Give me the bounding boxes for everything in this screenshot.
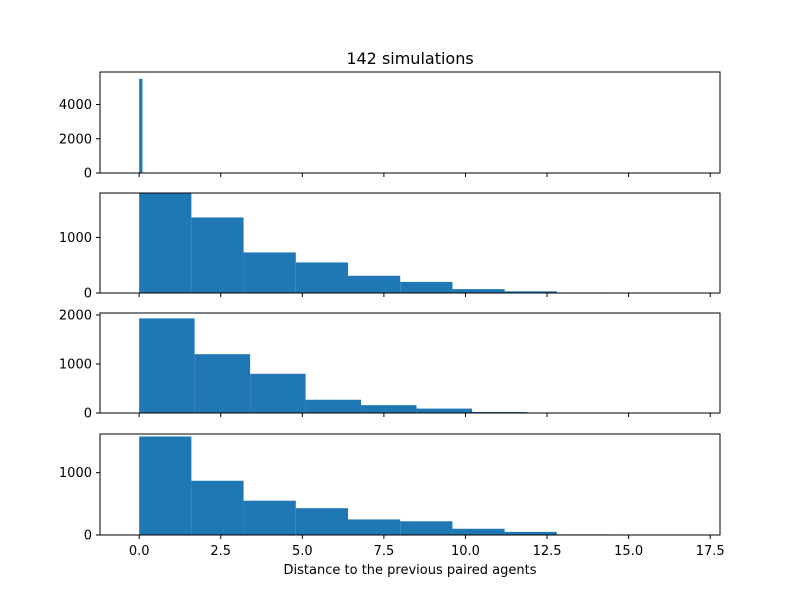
axes-frame	[99, 312, 721, 414]
histogram-bar	[139, 78, 143, 173]
y-tick-label: 1000	[59, 357, 92, 372]
y-tick-label: 2000	[59, 308, 92, 323]
histogram-bar	[191, 480, 244, 535]
histogram-bar	[243, 500, 296, 535]
y-tick-label: 4000	[59, 98, 92, 113]
histogram-bar	[295, 262, 348, 293]
x-tick-label: 5.0	[292, 544, 313, 559]
y-tick-label: 0	[84, 167, 92, 182]
x-tick-label: 12.5	[533, 544, 562, 559]
histogram-bar	[361, 405, 417, 413]
histogram-bar	[305, 399, 362, 413]
subplot-panels: 0 2000 4000 0 1000 0 1000 2000 0 1000 0.0 2.5 5.0 7.5…	[59, 71, 725, 559]
subplot-2: 0 1000	[59, 192, 721, 302]
histogram-bar	[504, 291, 557, 293]
histogram-bar	[139, 318, 195, 413]
y-tick-label: 1000	[59, 231, 92, 246]
x-tick-label: 0.0	[129, 544, 150, 559]
x-tick-label: 2.5	[210, 544, 231, 559]
subplot-4: 0 1000 0.0 2.5 5.0 7.5 10.0 12.5 15.0 17.5	[59, 433, 725, 559]
x-tick-label: 17.5	[696, 544, 725, 559]
axes-frame	[99, 192, 721, 294]
y-tick-label: 0	[84, 529, 92, 544]
histogram-bar	[348, 519, 401, 535]
y-tick-label: 0	[84, 407, 92, 422]
histogram-bar	[191, 217, 244, 293]
histogram-bar	[452, 289, 505, 293]
chart-title: 142 simulations	[346, 49, 473, 68]
histogram-bar	[400, 521, 453, 535]
histogram-bar	[243, 252, 296, 293]
axes-frame	[99, 71, 721, 174]
histogram-bar	[295, 508, 348, 535]
x-tick-label: 15.0	[614, 544, 643, 559]
y-tick-label: 1000	[59, 466, 92, 481]
x-axis-label: Distance to the previous paired agents	[284, 563, 537, 578]
subplot-3: 0 1000 2000	[59, 308, 721, 422]
histogram-bar	[139, 193, 192, 293]
x-tick-label: 7.5	[374, 544, 395, 559]
x-tick-label: 10.0	[451, 544, 480, 559]
histogram-bar	[250, 373, 306, 413]
axes-frame	[99, 433, 721, 536]
histogram-bar	[400, 281, 453, 293]
y-tick-label: 2000	[59, 132, 92, 147]
histogram-bar	[348, 275, 401, 293]
y-tick-label: 0	[84, 287, 92, 302]
histogram-bar	[504, 531, 557, 535]
subplot-1: 0 2000 4000	[59, 71, 721, 182]
histogram-bar	[416, 408, 472, 413]
histogram-bar	[194, 354, 251, 413]
histogram-bar	[452, 528, 505, 535]
histogram-bar	[139, 436, 192, 535]
